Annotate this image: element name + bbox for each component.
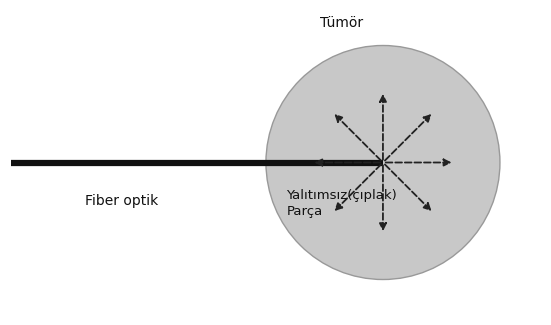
Text: Tümör: Tümör bbox=[320, 16, 363, 30]
Circle shape bbox=[266, 46, 500, 280]
Text: Fiber optik: Fiber optik bbox=[85, 194, 158, 209]
Text: Yalıtımsız(çıplak)
Parça: Yalıtımsız(çıplak) Parça bbox=[287, 188, 397, 218]
